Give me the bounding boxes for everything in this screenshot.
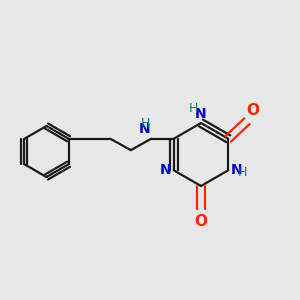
Text: H: H: [141, 117, 150, 130]
Text: O: O: [246, 103, 259, 118]
Text: N: N: [138, 122, 150, 136]
Text: N: N: [231, 163, 242, 177]
Text: O: O: [194, 214, 208, 229]
Text: N: N: [160, 163, 171, 177]
Text: H: H: [237, 166, 247, 179]
Text: H: H: [189, 102, 199, 115]
Text: N: N: [195, 106, 207, 121]
